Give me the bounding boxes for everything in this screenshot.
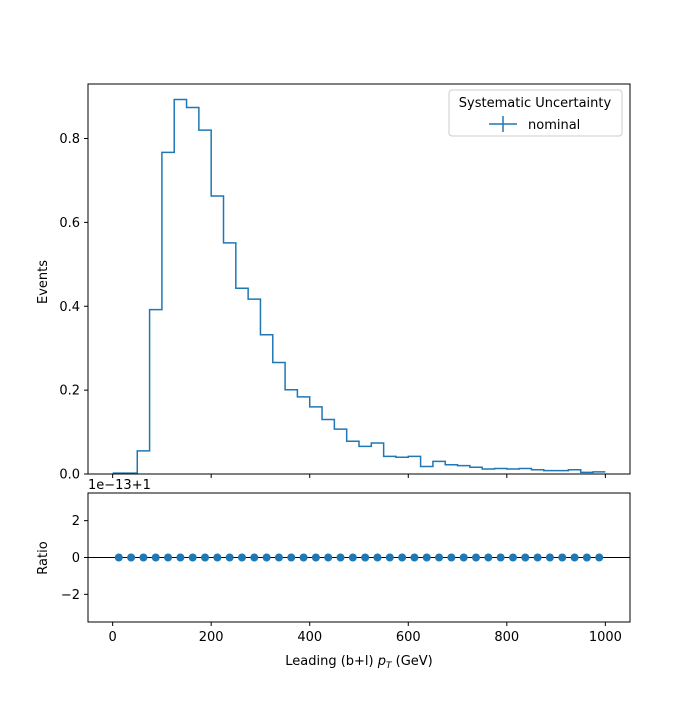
ratio-point bbox=[176, 553, 185, 562]
legend-entry-nominal: nominal bbox=[528, 118, 580, 133]
ratio-y-tick-label: 2 bbox=[72, 514, 80, 529]
ratio-point bbox=[287, 553, 296, 562]
main-panel: 0.0 0.2 0.4 0.6 0.8 bbox=[59, 83, 631, 483]
x-axis-label-p: p bbox=[377, 654, 386, 669]
ratio-y-tick-label: 0 bbox=[72, 551, 80, 566]
ratio-point bbox=[410, 553, 419, 562]
main-y-tick-label: 0.4 bbox=[59, 300, 80, 315]
ratio-point bbox=[311, 553, 320, 562]
ratio-point bbox=[447, 553, 456, 562]
ratio-point bbox=[582, 553, 591, 562]
ratio-point bbox=[484, 553, 493, 562]
ratio-point bbox=[595, 553, 604, 562]
x-tick-label: 600 bbox=[396, 630, 421, 645]
x-tick-label: 0 bbox=[108, 630, 116, 645]
ratio-point bbox=[472, 553, 481, 562]
legend-title: Systematic Uncertainty bbox=[459, 96, 612, 111]
ratio-point bbox=[139, 553, 148, 562]
x-tick-label: 200 bbox=[199, 630, 224, 645]
ratio-point bbox=[213, 553, 222, 562]
x-axis-label-subscript: T bbox=[386, 661, 393, 671]
ratio-point bbox=[558, 553, 567, 562]
ratio-offset-text: 1e−13+1 bbox=[88, 478, 151, 493]
ratio-point bbox=[521, 553, 530, 562]
ratio-point bbox=[508, 553, 517, 562]
ratio-y-axis-label: Ratio bbox=[36, 541, 51, 574]
ratio-point bbox=[299, 553, 308, 562]
main-y-tick-label: 0.8 bbox=[59, 132, 80, 147]
ratio-point bbox=[422, 553, 431, 562]
ratio-point bbox=[201, 553, 210, 562]
ratio-point bbox=[188, 553, 197, 562]
x-axis-label: Leading (b+l) pT (GeV) bbox=[285, 654, 433, 671]
legend: Systematic Uncertainty nominal bbox=[448, 89, 623, 137]
x-axis-label-text: Leading (b+l) bbox=[285, 654, 378, 669]
ratio-y-tick-label: −2 bbox=[61, 588, 80, 603]
ratio-point bbox=[373, 553, 382, 562]
x-axis-label-unit: (GeV) bbox=[392, 654, 433, 669]
ratio-point bbox=[533, 553, 542, 562]
ratio-point bbox=[127, 553, 136, 562]
ratio-point bbox=[336, 553, 345, 562]
ratio-point bbox=[570, 553, 579, 562]
ratio-point bbox=[459, 553, 468, 562]
ratio-point bbox=[250, 553, 259, 562]
ratio-point bbox=[151, 553, 160, 562]
ratio-point bbox=[225, 553, 234, 562]
ratio-point bbox=[348, 553, 357, 562]
main-y-tick-label: 0.6 bbox=[59, 216, 80, 231]
ratio-point bbox=[545, 553, 554, 562]
ratio-point bbox=[398, 553, 407, 562]
main-y-axis-label: Events bbox=[36, 260, 51, 304]
ratio-point bbox=[164, 553, 173, 562]
main-plot-frame bbox=[87, 83, 631, 475]
ratio-point bbox=[496, 553, 505, 562]
ratio-point bbox=[262, 553, 271, 562]
ratio-point bbox=[385, 553, 394, 562]
main-y-tick-label: 0.2 bbox=[59, 384, 80, 399]
x-tick-label: 1000 bbox=[589, 630, 622, 645]
x-tick-label: 800 bbox=[494, 630, 519, 645]
ratio-point bbox=[114, 553, 123, 562]
main-y-tick-label: 0.0 bbox=[59, 468, 80, 483]
ratio-point bbox=[274, 553, 283, 562]
ratio-point bbox=[361, 553, 370, 562]
ratio-point bbox=[435, 553, 444, 562]
x-tick-label: 400 bbox=[297, 630, 322, 645]
ratio-point bbox=[324, 553, 333, 562]
ratio-panel: −2 0 2 0 200 400 600 800 1000 bbox=[61, 492, 631, 645]
histogram-nominal bbox=[112, 98, 606, 474]
ratio-point bbox=[237, 553, 246, 562]
